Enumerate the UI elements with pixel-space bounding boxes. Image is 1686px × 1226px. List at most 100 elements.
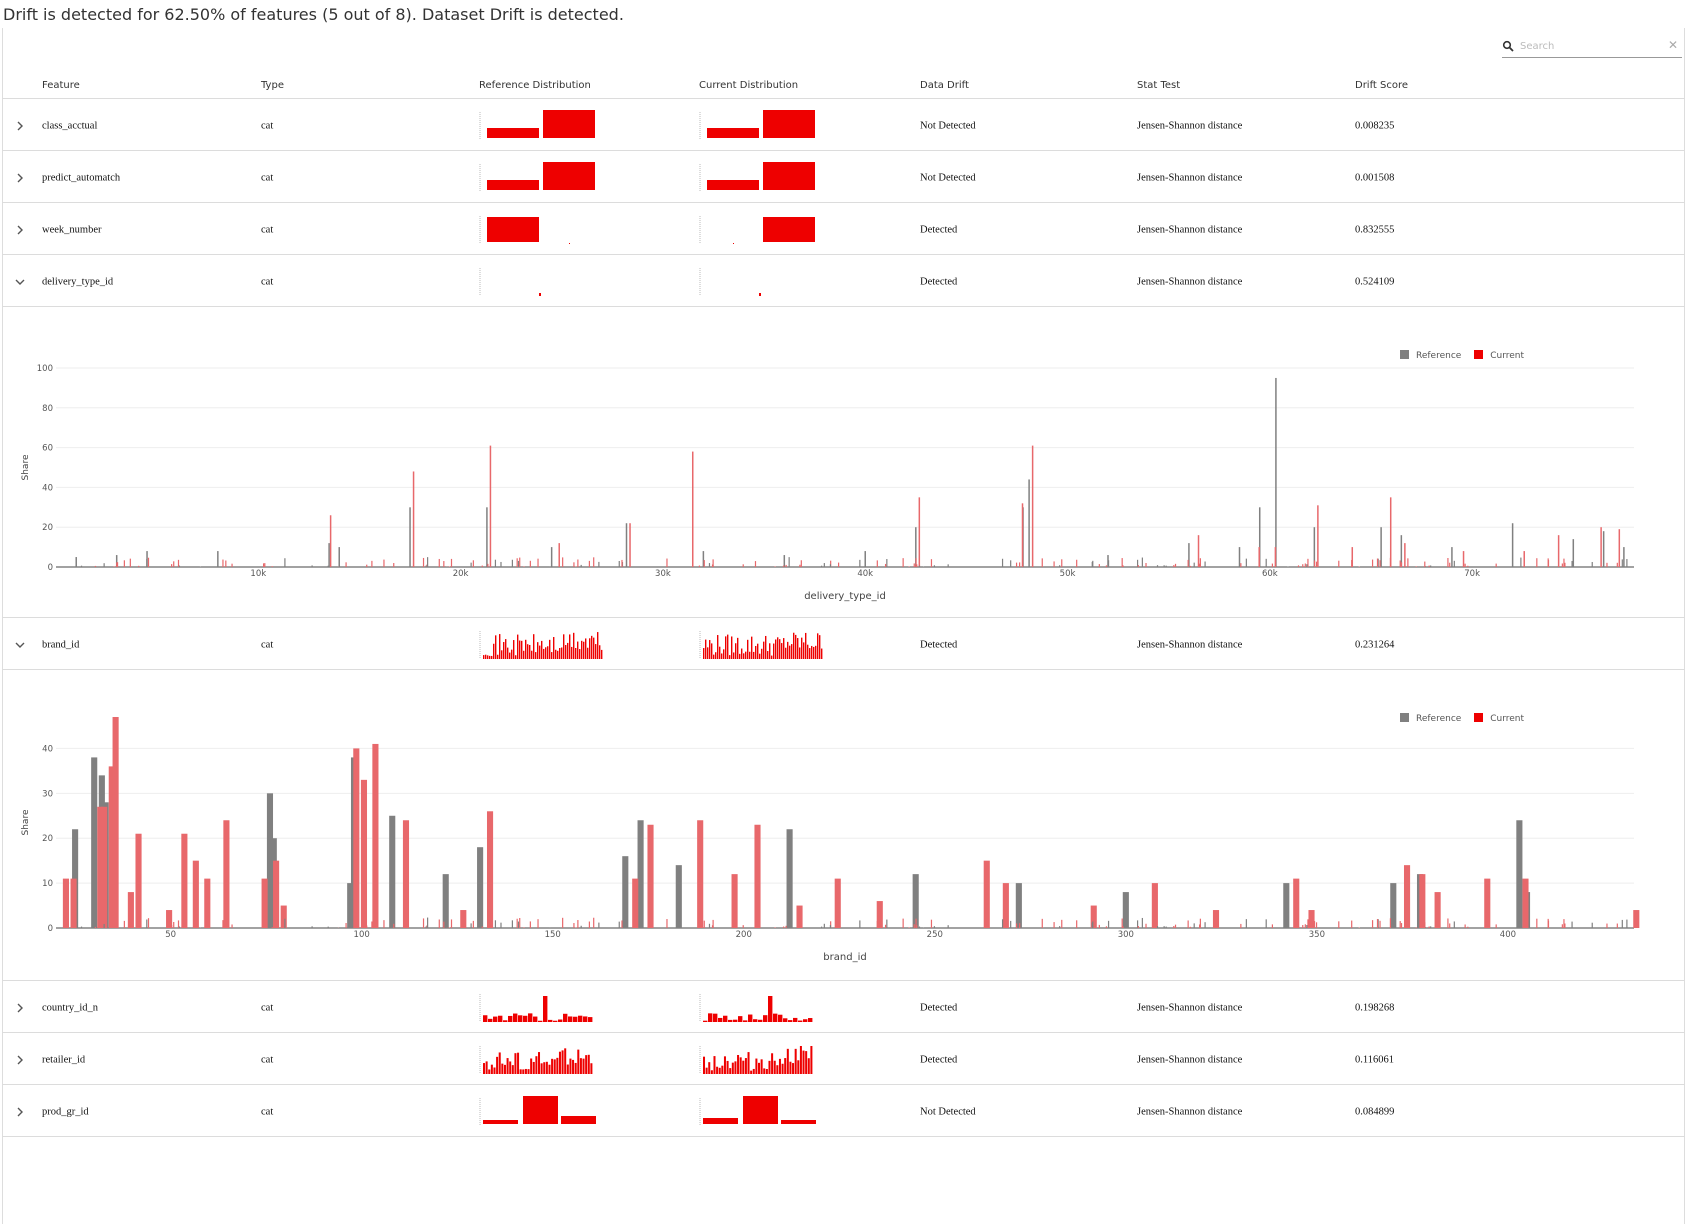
noise-bar [782, 926, 785, 928]
table-row[interactable]: delivery_type_id cat Detected Jensen-Shanno… [2, 254, 1685, 310]
column-header-reference-distribution[interactable]: Reference Distribution [479, 80, 591, 91]
sparkline-bar [487, 128, 539, 138]
reference-distribution-sparkline [479, 1096, 596, 1126]
reference-distribution-sparkline [479, 994, 593, 1022]
sparkline-bar [540, 1063, 543, 1074]
noise-bar [1520, 918, 1522, 928]
chevron-right-icon[interactable] [12, 222, 28, 238]
table-row[interactable]: retailer_id cat Detected Jensen-Shannon dis… [2, 1032, 1685, 1088]
column-header-data-drift[interactable]: Data Drift [920, 80, 969, 91]
feature-type: cat [261, 1054, 274, 1066]
sparkline-bar [507, 647, 509, 659]
sparkline-bar [743, 653, 745, 659]
noise-bar [1165, 565, 1167, 567]
noise-bar [113, 566, 115, 567]
sparkline-bar [522, 1069, 525, 1074]
sparkline-bar [713, 1013, 718, 1022]
chevron-right-icon[interactable] [12, 118, 28, 134]
search-input[interactable] [1520, 38, 1660, 54]
noise-bar [1591, 922, 1593, 928]
noise-bar [800, 920, 802, 928]
noise-bar [1165, 926, 1167, 928]
noise-bar [519, 557, 521, 567]
noise-bar [913, 563, 915, 567]
noise-bar [1105, 926, 1108, 928]
row-divider [2, 669, 1685, 670]
sparkline-bar [575, 647, 577, 659]
sparkline-bar [549, 639, 551, 659]
current-bar [112, 717, 119, 928]
noise-bar [800, 560, 802, 567]
sparkline-bar [545, 647, 547, 659]
sparkline-bar [703, 1118, 738, 1124]
noise-bar [1187, 559, 1189, 567]
noise-bar [123, 920, 125, 928]
current-bar [1523, 551, 1525, 567]
reference-distribution-sparkline [479, 268, 541, 296]
reference-bar [1602, 531, 1605, 567]
chevron-right-icon[interactable] [12, 1052, 28, 1068]
sparkline-bar [599, 645, 601, 659]
reference-legend-swatch [1400, 713, 1409, 722]
column-header-feature[interactable]: Feature [42, 80, 80, 91]
noise-bar [1400, 923, 1403, 928]
noise-bar [1447, 918, 1449, 928]
column-header-type[interactable]: Type [261, 80, 284, 91]
noise-bar [94, 926, 97, 928]
chevron-down-icon[interactable] [12, 274, 28, 290]
table-row[interactable]: class_acctual cat Not Detected Jensen-Shann… [2, 98, 1685, 154]
x-tick-label: 30k [655, 569, 671, 579]
noise-bar [129, 919, 131, 928]
sparkline-bar [564, 1048, 567, 1074]
column-header-current-distribution[interactable]: Current Distribution [699, 80, 799, 91]
table-row[interactable]: country_id_n cat Detected Jensen-Shannon di… [2, 980, 1685, 1036]
noise-bar [884, 563, 887, 567]
x-tick-label: 350 [1309, 930, 1325, 940]
table-row[interactable]: prod_gr_id cat Not Detected Jensen-Shannon … [2, 1084, 1685, 1140]
chevron-down-icon[interactable] [12, 637, 28, 653]
column-header-drift-score[interactable]: Drift Score [1355, 80, 1409, 91]
noise-bar [1415, 566, 1417, 567]
noise-bar [820, 565, 823, 567]
noise-bar [1464, 924, 1466, 928]
noise-bar [263, 924, 265, 928]
current-bar [460, 910, 467, 928]
sparkline-bar [783, 1018, 788, 1022]
current-bar [632, 878, 639, 928]
reference-bar [637, 820, 644, 928]
data-drift-status: Detected [920, 639, 958, 651]
chevron-right-icon[interactable] [12, 170, 28, 186]
noise-bar [517, 921, 520, 928]
noise-bar [1204, 922, 1206, 928]
noise-bar [1315, 922, 1318, 928]
noise-bar [830, 560, 832, 567]
noise-bar [1141, 557, 1143, 567]
noise-bar [284, 558, 286, 567]
sparkline-bar [776, 1065, 779, 1074]
chevron-right-icon[interactable] [12, 1104, 28, 1120]
table-row[interactable]: brand_id cat Detected Jensen-Shannon distan… [2, 617, 1685, 673]
reference-bar [783, 555, 786, 567]
sparkline-bar [498, 1052, 501, 1074]
sparkline-bar [485, 1061, 488, 1074]
search-box[interactable]: ✕ [1502, 36, 1682, 58]
close-icon[interactable]: ✕ [1667, 38, 1678, 52]
table-row[interactable]: predict_automatch cat Not Detected Jensen-S… [2, 150, 1685, 206]
noise-bar [799, 564, 801, 567]
sparkline-bar [574, 1062, 577, 1074]
noise-bar [1199, 918, 1201, 928]
y-axis-label: Share [21, 454, 31, 480]
noise-bar [1447, 558, 1449, 567]
noise-bar [621, 920, 623, 928]
column-header-stat-test[interactable]: Stat Test [1137, 80, 1181, 91]
chevron-right-icon[interactable] [12, 1000, 28, 1016]
noise-bar [830, 921, 832, 928]
sparkline-bar [807, 644, 809, 659]
reference-bar [72, 829, 79, 928]
noise-bar [1156, 565, 1159, 567]
sparkline-bar [505, 639, 507, 659]
table-row[interactable]: week_number cat Detected Jensen-Shannon dis… [2, 202, 1685, 258]
noise-bar [573, 562, 575, 567]
current-bar [1151, 883, 1158, 928]
sparkline-bar [597, 632, 599, 659]
